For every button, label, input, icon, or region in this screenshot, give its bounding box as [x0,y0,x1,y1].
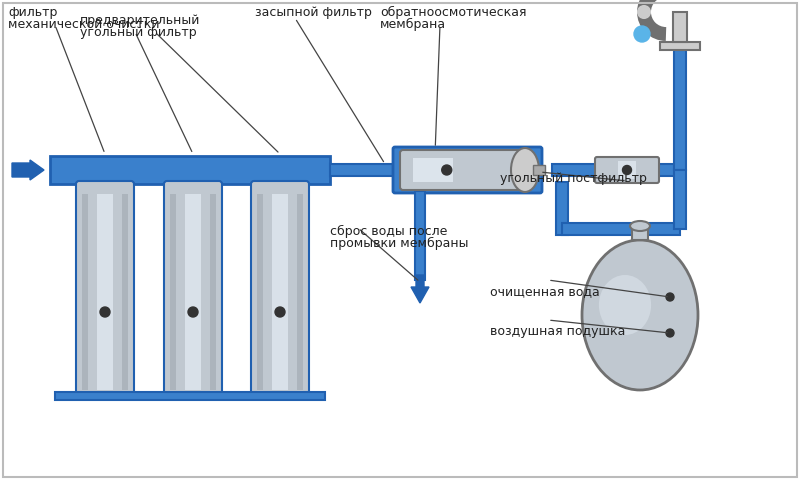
Circle shape [666,293,674,301]
Bar [660,42,700,50]
Text: механической очистки: механической очистки [8,18,159,31]
Bar [674,50,686,170]
Circle shape [442,165,452,175]
FancyBboxPatch shape [595,157,659,183]
Bar [122,194,128,390]
Text: засыпной фильтр: засыпной фильтр [255,6,372,19]
Circle shape [275,307,285,317]
Text: очищенная вода: очищенная вода [490,285,600,298]
Text: угольный фильтр: угольный фильтр [80,26,197,39]
Bar [164,184,170,400]
Text: промывки мембраны: промывки мембраны [330,237,469,250]
Ellipse shape [511,148,539,192]
Bar [210,194,216,390]
FancyBboxPatch shape [400,150,521,190]
Ellipse shape [599,275,651,335]
Text: обратноосмотическая: обратноосмотическая [380,6,526,19]
Bar [76,184,82,400]
FancyBboxPatch shape [164,181,222,398]
Bar [185,194,201,390]
FancyArrow shape [12,160,44,180]
Bar [98,194,113,390]
Bar [251,184,257,400]
Bar [303,184,309,400]
FancyBboxPatch shape [393,147,542,193]
Ellipse shape [582,240,698,390]
Circle shape [188,307,198,317]
Bar [556,182,568,235]
Polygon shape [637,36,647,42]
Bar [632,226,648,240]
Text: фильтр: фильтр [8,6,58,19]
Bar [673,12,687,42]
Bar [330,164,395,176]
Bar [415,191,425,280]
Text: воздушная подушка: воздушная подушка [490,325,626,338]
Bar [562,223,680,235]
Bar [55,392,325,400]
Bar [552,164,680,176]
FancyBboxPatch shape [251,181,309,398]
Bar [297,194,303,390]
Ellipse shape [630,221,650,231]
Text: угольный постфильтр: угольный постфильтр [500,172,647,185]
Bar [216,184,222,400]
Circle shape [634,26,650,42]
FancyArrow shape [411,275,429,303]
Bar [170,194,176,390]
Bar [533,165,545,175]
Bar [618,161,636,179]
Bar [674,170,686,229]
Bar [634,223,646,226]
Bar [82,194,88,390]
Bar [50,156,330,184]
Text: мембрана: мембрана [380,18,446,31]
Circle shape [666,329,674,337]
FancyBboxPatch shape [76,181,134,398]
Bar [413,158,454,182]
Text: предварительный: предварительный [80,14,200,27]
Bar [257,194,263,390]
Circle shape [622,166,631,175]
Bar [272,194,288,390]
Circle shape [638,6,650,18]
Text: сброс воды после: сброс воды после [330,225,447,238]
Bar [128,184,134,400]
Circle shape [100,307,110,317]
